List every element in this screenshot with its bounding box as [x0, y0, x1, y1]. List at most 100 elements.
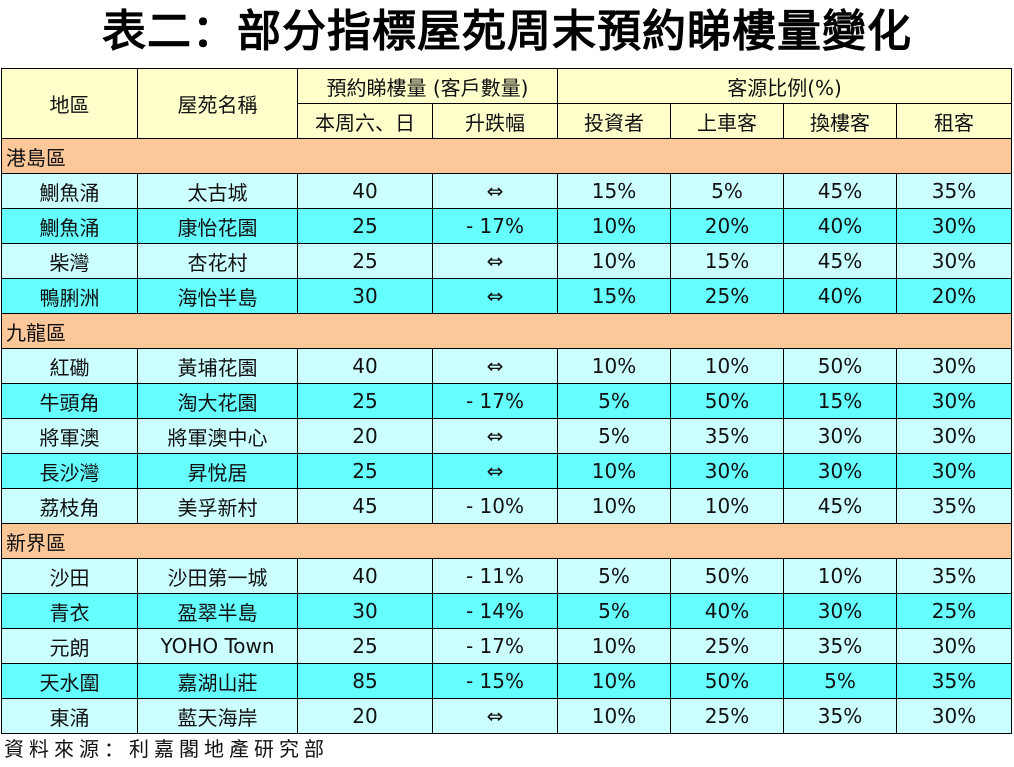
cell-upgrader: 35% — [783, 628, 897, 664]
header-first-buyer: 上車客 — [670, 103, 784, 139]
cell-investor: 5% — [557, 383, 671, 419]
header-upgrader: 換樓客 — [783, 103, 897, 139]
table-row: 柴灣 杏花村 25 ⇔ 10% 15% 45% 30% — [1, 243, 1013, 279]
table-row: 鰂魚涌 太古城 40 ⇔ 15% 5% 45% 35% — [1, 173, 1013, 209]
header-change: 升跌幅 — [432, 103, 558, 139]
cell-district: 元朗 — [1, 628, 138, 664]
cell-change: - 17% — [432, 208, 558, 244]
table-row: 紅磡 黃埔花園 40 ⇔ 10% 10% 50% 30% — [1, 348, 1013, 384]
cell-upgrader: 45% — [783, 488, 897, 524]
cell-first-buyer: 35% — [670, 418, 784, 454]
cell-tenant: 35% — [895, 488, 1013, 524]
cell-district: 紅磡 — [1, 348, 138, 384]
section-label: 九龍區 — [0, 313, 1013, 349]
cell-change: - 15% — [432, 663, 558, 699]
table-row: 東涌 藍天海岸 20 ⇔ 10% 25% 35% 30% — [1, 698, 1013, 734]
cell-tenant: 30% — [895, 628, 1013, 664]
cell-estate: 康怡花園 — [137, 208, 298, 244]
header-district: 地區 — [1, 68, 138, 139]
cell-investor: 5% — [557, 558, 671, 594]
table-row: 荔枝角 美孚新村 45- 10% 10% 10% 45% 35% — [1, 488, 1013, 524]
cell-first-buyer: 25% — [670, 698, 784, 734]
cell-first-buyer: 40% — [670, 593, 784, 629]
cell-district: 鰂魚涌 — [1, 173, 138, 209]
cell-weekend-viewings: 25 — [297, 383, 433, 419]
cell-investor: 10% — [557, 663, 671, 699]
section-row: 港島區 — [0, 138, 1013, 174]
header-source-group: 客源比例(%) — [556, 68, 1013, 104]
cell-change: ⇔ — [432, 243, 558, 279]
cell-investor: 10% — [557, 698, 671, 734]
cell-change: - 17% — [432, 383, 558, 419]
cell-weekend-viewings: 40 — [297, 173, 433, 209]
cell-weekend-viewings: 25 — [297, 208, 433, 244]
cell-upgrader: 40% — [783, 208, 897, 244]
cell-change: - 17% — [432, 628, 558, 664]
section-label: 新界區 — [0, 523, 1013, 559]
cell-estate: 沙田第一城 — [137, 558, 298, 594]
cell-change: - 14% — [432, 593, 558, 629]
cell-change: ⇔ — [432, 418, 558, 454]
section-row: 九龍區 — [0, 313, 1013, 349]
table-row: 青衣 盈翠半島 30- 14% 5% 40% 30% 25% — [1, 593, 1013, 629]
cell-first-buyer: 30% — [670, 453, 784, 489]
cell-district: 鴨脷洲 — [1, 278, 138, 314]
cell-investor: 10% — [557, 243, 671, 279]
cell-tenant: 30% — [895, 243, 1013, 279]
cell-estate: 太古城 — [137, 173, 298, 209]
cell-change: ⇔ — [432, 278, 558, 314]
cell-first-buyer: 15% — [670, 243, 784, 279]
cell-tenant: 35% — [895, 558, 1013, 594]
table-row: 天水圍 嘉湖山莊 85- 15% 10% 50% 5% 35% — [1, 663, 1013, 699]
cell-estate: 藍天海岸 — [137, 698, 298, 734]
table-row: 長沙灣 昇悅居 25 ⇔ 10% 30% 30% 30% — [1, 453, 1013, 489]
table-title: 表二：部分指標屋苑周末預約睇樓量變化 — [102, 6, 912, 57]
cell-estate: YOHO Town — [137, 628, 298, 664]
cell-upgrader: 5% — [783, 663, 897, 699]
viewings-table: 地區 屋苑名稱 預約睇樓量 (客戶數量) 客源比例(%) 本周六、日 升跌幅 投… — [0, 68, 1013, 734]
cell-investor: 15% — [557, 278, 671, 314]
cell-district: 牛頭角 — [1, 383, 138, 419]
cell-upgrader: 30% — [783, 418, 897, 454]
cell-investor: 15% — [557, 173, 671, 209]
cell-tenant: 25% — [895, 593, 1013, 629]
table-row: 鰂魚涌 康怡花園 25- 17% 10% 20% 40% 30% — [1, 208, 1013, 244]
table-row: 鴨脷洲 海怡半島 30 ⇔ 15% 25% 40% 20% — [1, 278, 1013, 314]
cell-estate: 杏花村 — [137, 243, 298, 279]
cell-first-buyer: 20% — [670, 208, 784, 244]
cell-tenant: 35% — [895, 663, 1013, 699]
cell-estate: 嘉湖山莊 — [137, 663, 298, 699]
cell-weekend-viewings: 45 — [297, 488, 433, 524]
cell-upgrader: 30% — [783, 593, 897, 629]
table-row: 將軍澳 將軍澳中心 20 ⇔ 5% 35% 30% 30% — [1, 418, 1013, 454]
cell-change: ⇔ — [432, 348, 558, 384]
cell-investor: 10% — [557, 208, 671, 244]
cell-first-buyer: 25% — [670, 278, 784, 314]
cell-weekend-viewings: 25 — [297, 628, 433, 664]
cell-tenant: 30% — [895, 348, 1013, 384]
cell-weekend-viewings: 40 — [297, 558, 433, 594]
cell-investor: 5% — [557, 418, 671, 454]
cell-estate: 盈翠半島 — [137, 593, 298, 629]
cell-district: 青衣 — [1, 593, 138, 629]
cell-district: 天水圍 — [1, 663, 138, 699]
cell-estate: 淘大花園 — [137, 383, 298, 419]
cell-upgrader: 50% — [783, 348, 897, 384]
cell-tenant: 30% — [895, 698, 1013, 734]
cell-change: - 10% — [432, 488, 558, 524]
cell-investor: 10% — [557, 488, 671, 524]
header-viewings-group: 預約睇樓量 (客戶數量) — [297, 68, 558, 104]
cell-tenant: 30% — [895, 208, 1013, 244]
cell-tenant: 35% — [895, 173, 1013, 209]
cell-first-buyer: 10% — [670, 488, 784, 524]
cell-investor: 5% — [557, 593, 671, 629]
cell-investor: 10% — [557, 453, 671, 489]
header-tenant: 租客 — [895, 103, 1013, 139]
cell-change: ⇔ — [432, 453, 558, 489]
cell-upgrader: 15% — [783, 383, 897, 419]
cell-tenant: 30% — [895, 418, 1013, 454]
cell-investor: 10% — [557, 348, 671, 384]
cell-district: 鰂魚涌 — [1, 208, 138, 244]
cell-first-buyer: 25% — [670, 628, 784, 664]
header-weekend: 本周六、日 — [297, 103, 433, 139]
